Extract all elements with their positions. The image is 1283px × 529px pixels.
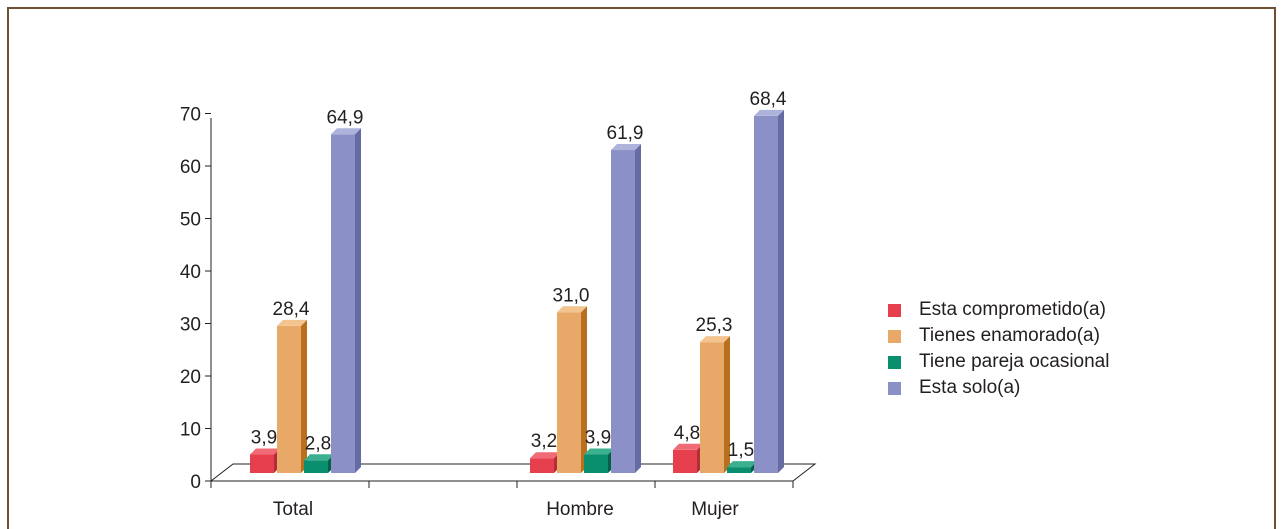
y-tick-label: 70 bbox=[180, 105, 201, 126]
bar-side bbox=[635, 144, 641, 473]
legend-label-comprometido: Esta comprometido(a) bbox=[919, 299, 1106, 320]
bar bbox=[673, 449, 697, 473]
legend-label-solo: Esta solo(a) bbox=[919, 377, 1021, 398]
data-label: 2,8 bbox=[305, 433, 331, 454]
bar-top bbox=[304, 454, 334, 461]
bar bbox=[530, 458, 554, 473]
legend-label-pareja-ocasional: Tiene pareja ocasional bbox=[919, 351, 1110, 372]
y-tick-label: 20 bbox=[180, 367, 201, 388]
bar bbox=[304, 460, 328, 473]
bar-top bbox=[331, 128, 361, 135]
bar bbox=[557, 312, 581, 473]
bar bbox=[611, 150, 635, 473]
bar bbox=[250, 454, 274, 473]
data-label: 28,4 bbox=[273, 299, 310, 320]
legend-item-enamorado: Tienes enamorado(a) bbox=[888, 323, 1109, 349]
chart-frame bbox=[7, 7, 1276, 529]
y-tick-label: 50 bbox=[180, 210, 201, 231]
bar bbox=[700, 342, 724, 473]
legend-swatch-enamorado bbox=[888, 329, 901, 343]
data-label: 3,2 bbox=[531, 431, 557, 452]
bar-top bbox=[277, 319, 307, 326]
legend-label-enamorado: Tienes enamorado(a) bbox=[919, 325, 1100, 346]
bar-side bbox=[355, 128, 361, 473]
bar-top bbox=[700, 336, 730, 343]
bar-side bbox=[581, 306, 587, 473]
y-tick-label: 40 bbox=[180, 262, 201, 283]
bar bbox=[331, 134, 355, 473]
legend-swatch-solo bbox=[888, 381, 901, 395]
x-tick-label: Mujer bbox=[691, 499, 739, 520]
data-label: 68,4 bbox=[750, 89, 787, 110]
bar-top bbox=[727, 461, 757, 468]
data-label: 25,3 bbox=[696, 315, 733, 336]
bar bbox=[754, 115, 778, 474]
x-tick-label: Total bbox=[273, 499, 313, 520]
y-tick-label: 30 bbox=[180, 315, 201, 336]
bar-side bbox=[778, 109, 784, 474]
data-label: 3,9 bbox=[251, 428, 277, 449]
y-tick-label: 0 bbox=[190, 472, 201, 493]
legend-item-solo: Esta solo(a) bbox=[888, 375, 1109, 401]
bar-side bbox=[724, 336, 730, 473]
bar-top bbox=[250, 448, 280, 455]
bar-top bbox=[754, 109, 784, 116]
chart-legend: Esta comprometido(a) Tienes enamorado(a)… bbox=[888, 297, 1109, 401]
x-tick-label: Hombre bbox=[546, 499, 614, 520]
legend-item-pareja-ocasional: Tiene pareja ocasional bbox=[888, 349, 1109, 375]
legend-swatch-pareja-ocasional bbox=[888, 355, 901, 369]
bar-top bbox=[584, 448, 614, 455]
legend-item-comprometido: Esta comprometido(a) bbox=[888, 297, 1109, 323]
y-tick-label: 10 bbox=[180, 420, 201, 441]
data-label: 1,5 bbox=[728, 440, 754, 461]
data-label: 61,9 bbox=[607, 123, 644, 144]
bar-top bbox=[611, 144, 641, 151]
data-label: 4,8 bbox=[674, 423, 700, 444]
bar bbox=[727, 467, 751, 473]
data-label: 31,0 bbox=[553, 285, 590, 306]
bar-top bbox=[673, 443, 703, 450]
data-label: 3,9 bbox=[585, 428, 611, 449]
y-tick-label: 60 bbox=[180, 157, 201, 178]
data-label: 64,9 bbox=[327, 107, 364, 128]
bar-side bbox=[301, 319, 307, 473]
bar-top bbox=[530, 452, 560, 459]
bar bbox=[277, 325, 301, 473]
bar-top bbox=[557, 306, 587, 313]
bar bbox=[584, 454, 608, 473]
legend-swatch-comprometido bbox=[888, 303, 901, 317]
